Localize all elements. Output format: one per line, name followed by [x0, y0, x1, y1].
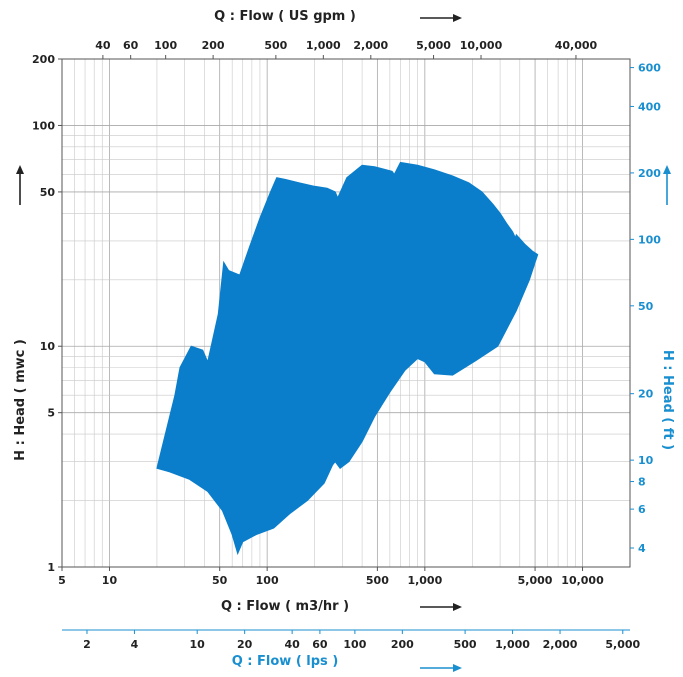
x-lps-tick-label: 10: [190, 638, 206, 651]
x-lps-tick-label: 20: [237, 638, 253, 651]
x-top-arrow-head: [453, 14, 462, 22]
x-bottom-arrow-head: [453, 603, 462, 611]
x-bottom-tick-label: 10,000: [561, 574, 604, 587]
y-right-arrow-head: [663, 165, 671, 174]
x-top-tick-label: 500: [264, 39, 287, 52]
y-right-tick-label: 400: [638, 100, 661, 113]
x-lps-tick-label: 2: [83, 638, 91, 651]
y-right-tick-label: 600: [638, 62, 661, 75]
y-right-tick-label: 8: [638, 476, 646, 489]
x-top-tick-label: 5,000: [416, 39, 451, 52]
x-lps-tick-label: 40: [284, 638, 300, 651]
x-lps-tick-label: 5,000: [605, 638, 640, 651]
y-left-tick-label: 200: [32, 53, 55, 66]
x-top-tick-label: 1,000: [306, 39, 341, 52]
y-left-tick-label: 10: [40, 340, 56, 353]
x-bottom-tick-label: 500: [366, 574, 389, 587]
x-lps-ticks: 2 4 10 20 40 60 100 200 500 1,000 2,000 5,000: [83, 630, 641, 651]
x-lps-tick-label: 2,000: [543, 638, 578, 651]
x-lps-tick-label: 200: [391, 638, 414, 651]
y-left-title: H : Head ( mwc ): [13, 339, 28, 461]
y-right-ticks: 4 6 8 10 20 50 100 200 400 600: [630, 62, 661, 555]
x-top-tick-label: 200: [202, 39, 225, 52]
x-bottom-tick-label: 50: [212, 574, 228, 587]
x-bottom-tick-label: 100: [256, 574, 279, 587]
y-right-tick-label: 20: [638, 388, 654, 401]
x-top-tick-label: 100: [154, 39, 177, 52]
x-lps-tick-label: 60: [312, 638, 328, 651]
axis-arrows: [16, 14, 671, 672]
x-bottom-tick-label: 1,000: [407, 574, 442, 587]
y-left-tick-label: 5: [47, 407, 55, 420]
y-left-tick-label: 50: [40, 186, 56, 199]
y-left-tick-label: 1: [47, 561, 55, 574]
y-right-tick-label: 4: [638, 542, 646, 555]
y-right-title: H : Head ( ft ): [660, 350, 675, 450]
y-right-tick-label: 100: [638, 233, 661, 246]
x-top-title: Q : Flow ( US gpm ): [214, 9, 356, 24]
y-left-tick-label: 100: [32, 119, 55, 132]
x-lps-tick-label: 1,000: [495, 638, 530, 651]
x-top-tick-label: 60: [123, 39, 139, 52]
x-top-tick-label: 10,000: [460, 39, 503, 52]
y-left-arrow-head: [16, 165, 24, 174]
y-right-tick-label: 10: [638, 454, 654, 467]
x-bottom-tick-label: 5,000: [518, 574, 553, 587]
y-right-tick-label: 200: [638, 167, 661, 180]
x-bottom-ticks: 5 10 50 100 500 1,000 5,000 10,000: [58, 567, 604, 587]
x-top-tick-label: 40: [95, 39, 111, 52]
y-left-ticks: 1 5 10 50 100 200: [32, 53, 62, 574]
x-lps-arrow-head: [453, 664, 462, 672]
x-top-ticks: 40 60 100 200 500 1,000 2,000 5,000 10,000 40,000: [95, 39, 598, 59]
x-lps-title: Q : Flow ( lps ): [232, 654, 339, 669]
coverage-area: [156, 161, 539, 556]
x-bottom-tick-label: 5: [58, 574, 66, 587]
x-bottom-title: Q : Flow ( m3/hr ): [221, 599, 349, 614]
plot-frame: [61, 58, 631, 568]
x-top-tick-label: 2,000: [353, 39, 388, 52]
y-right-tick-label: 6: [638, 503, 646, 516]
y-right-tick-label: 50: [638, 300, 654, 313]
x-lps-tick-label: 500: [454, 638, 477, 651]
x-bottom-tick-label: 10: [102, 574, 118, 587]
x-top-tick-label: 40,000: [555, 39, 598, 52]
x-lps-tick-label: 100: [343, 638, 366, 651]
x-lps-tick-label: 4: [131, 638, 139, 651]
